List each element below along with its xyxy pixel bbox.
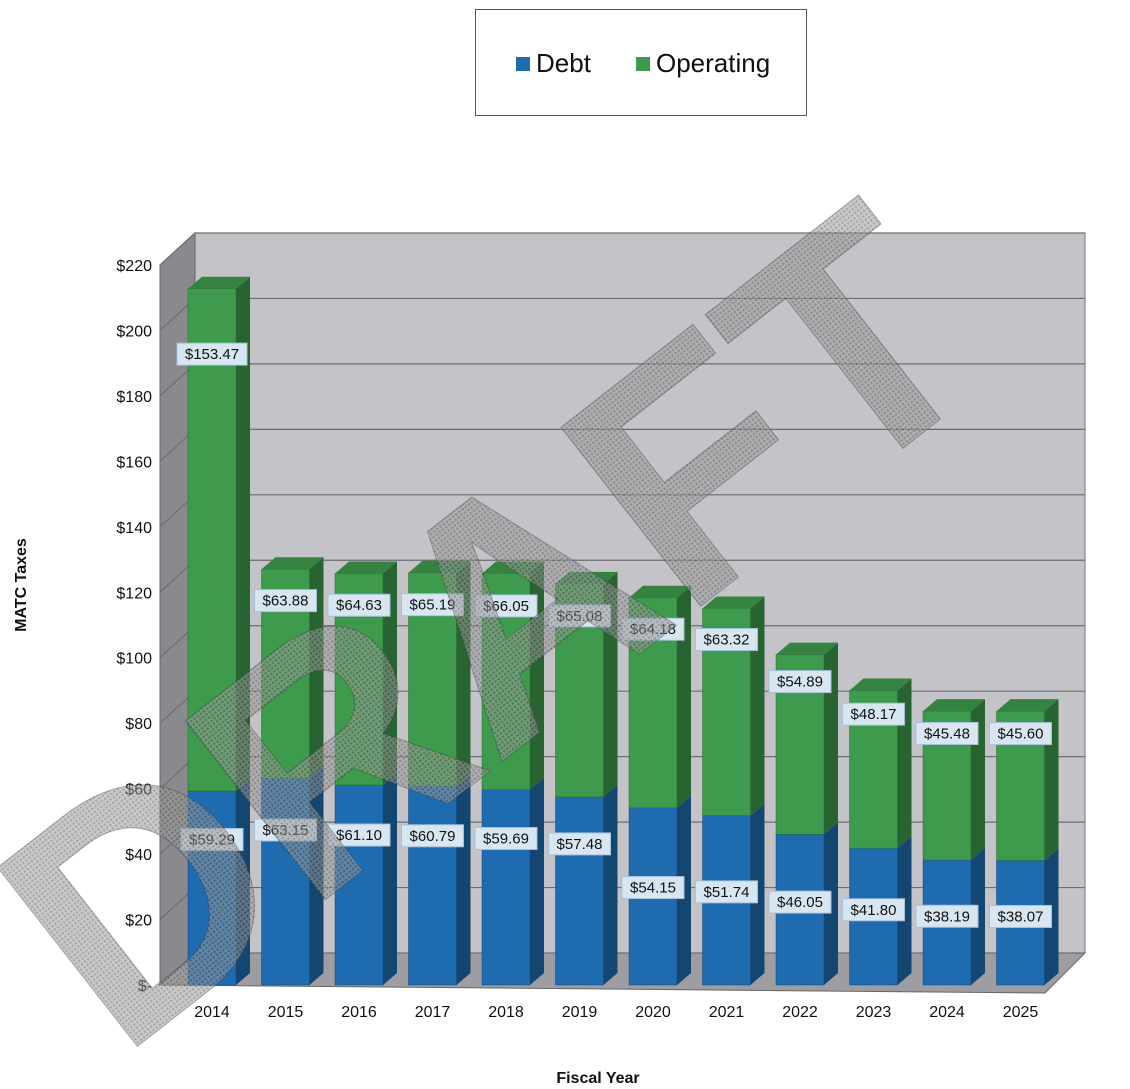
- data-label-debt-2017: $60.79: [401, 824, 464, 848]
- data-label-operating-2016: $64.63: [327, 593, 391, 617]
- y-tick-label: $100: [116, 651, 152, 668]
- x-tick-label: 2020: [635, 1004, 671, 1021]
- bar-debt-2014: [187, 778, 250, 986]
- svg-text:$45.48: $45.48: [924, 725, 970, 742]
- data-label-operating-2019: $65.08: [548, 604, 611, 628]
- y-tick-label: $40: [125, 847, 152, 864]
- x-tick-label: 2024: [929, 1004, 965, 1021]
- data-label-operating-2024: $45.48: [915, 721, 979, 745]
- y-axis-title: MATC Taxes: [13, 538, 30, 632]
- svg-text:$54.15: $54.15: [630, 880, 676, 897]
- y-tick-label: $220: [116, 258, 152, 275]
- x-tick-label: 2022: [782, 1004, 818, 1021]
- data-label-debt-2021: $51.74: [695, 880, 758, 904]
- data-label-operating-2018: $66.05: [474, 594, 538, 618]
- legend-item-operating: Operating: [636, 48, 770, 79]
- x-axis-title: Fiscal Year: [556, 1070, 639, 1087]
- x-tick-label: 2018: [488, 1004, 524, 1021]
- svg-text:$61.10: $61.10: [336, 827, 382, 844]
- y-tick-label: $-: [138, 978, 152, 995]
- x-tick-label: 2014: [194, 1004, 230, 1021]
- data-label-debt-2024: $38.19: [915, 904, 979, 928]
- bar-debt-2018: [481, 777, 544, 986]
- data-label-debt-2019: $57.48: [548, 832, 611, 856]
- y-tick-labels: $- $20 $40 $60 $80 $100 $120 $140 $160 $180 $200 $2…: [116, 258, 152, 995]
- data-label-operating-2021: $63.32: [695, 628, 758, 652]
- svg-text:$66.05: $66.05: [483, 598, 529, 615]
- svg-text:$41.80: $41.80: [851, 902, 897, 919]
- svg-text:$38.19: $38.19: [924, 908, 970, 925]
- y-tick-label: $180: [116, 389, 152, 406]
- svg-text:$38.07: $38.07: [998, 908, 1044, 925]
- legend-label-operating: Operating: [656, 48, 771, 78]
- data-label-debt-2023: $41.80: [842, 898, 905, 922]
- legend-item-debt: Debt: [516, 48, 591, 79]
- legend-swatch-debt: [516, 56, 530, 71]
- y-tick-label: $160: [116, 454, 152, 471]
- svg-text:$45.60: $45.60: [998, 726, 1044, 743]
- data-label-operating-2014: $153.47: [176, 342, 248, 366]
- x-tick-labels: 2014 2015 2016 2017 2018 2019 2020 2021 2022 2023…: [194, 1004, 1038, 1021]
- svg-text:$60.79: $60.79: [410, 828, 456, 845]
- bar-debt-2016: [334, 773, 397, 986]
- y-tick-label: $200: [116, 323, 152, 340]
- svg-text:$65.08: $65.08: [557, 608, 603, 625]
- y-tick-label: $20: [125, 913, 152, 930]
- data-label-operating-2023: $48.17: [842, 702, 905, 726]
- bar-debt-2019: [555, 784, 618, 986]
- x-tick-label: 2016: [341, 1004, 377, 1021]
- bar-operating-2014: [187, 276, 250, 792]
- gridline: [159, 232, 1085, 266]
- svg-text:$54.89: $54.89: [777, 674, 823, 691]
- data-label-operating-2015: $63.88: [254, 589, 317, 613]
- y-tick-label: $120: [116, 585, 152, 602]
- data-label-debt-2018: $59.69: [474, 826, 538, 850]
- x-tick-label: 2025: [1003, 1004, 1039, 1021]
- legend: Debt Operating: [475, 9, 807, 116]
- svg-text:$63.15: $63.15: [263, 822, 309, 839]
- x-tick-label: 2015: [268, 1004, 304, 1021]
- data-label-operating-2025: $45.60: [989, 722, 1052, 746]
- x-tick-label: 2017: [415, 1004, 451, 1021]
- svg-text:$51.74: $51.74: [704, 884, 750, 901]
- svg-text:$46.05: $46.05: [777, 894, 823, 911]
- y-tick-label: $60: [125, 782, 152, 799]
- data-label-operating-2022: $54.89: [768, 670, 832, 694]
- x-tick-label: 2023: [856, 1004, 892, 1021]
- y-tick-label: $80: [125, 716, 152, 733]
- svg-text:$63.88: $63.88: [263, 593, 309, 610]
- svg-text:$64.63: $64.63: [336, 597, 382, 614]
- data-label-debt-2020: $54.15: [621, 876, 685, 900]
- legend-label-debt: Debt: [536, 48, 591, 78]
- x-tick-label: 2021: [709, 1004, 745, 1021]
- x-tick-label: 2019: [562, 1004, 598, 1021]
- data-label-debt-2015: $63.15: [254, 818, 317, 842]
- data-label-operating-2020: $64.18: [621, 617, 685, 641]
- svg-text:$64.18: $64.18: [630, 621, 676, 638]
- svg-text:$48.17: $48.17: [851, 706, 897, 723]
- y-tick-label: $140: [116, 520, 152, 537]
- legend-swatch-operating: [636, 56, 650, 71]
- svg-text:$63.32: $63.32: [704, 632, 750, 649]
- svg-text:$65.19: $65.19: [410, 597, 456, 614]
- data-label-debt-2022: $46.05: [768, 890, 832, 914]
- data-label-debt-2014: $59.29: [180, 827, 244, 851]
- svg-text:$59.29: $59.29: [189, 831, 235, 848]
- data-label-operating-2017: $65.19: [401, 593, 464, 617]
- data-label-debt-2016: $61.10: [327, 823, 391, 847]
- data-label-debt-2025: $38.07: [989, 904, 1052, 928]
- bar-debt-2017: [408, 774, 471, 986]
- data-labels: $59.29 $153.47 $63.15 $63.88 $61.10 $64.63 $60…: [176, 342, 1052, 928]
- svg-text:$57.48: $57.48: [557, 836, 603, 853]
- svg-text:$59.69: $59.69: [483, 830, 529, 847]
- svg-text:$153.47: $153.47: [185, 346, 239, 363]
